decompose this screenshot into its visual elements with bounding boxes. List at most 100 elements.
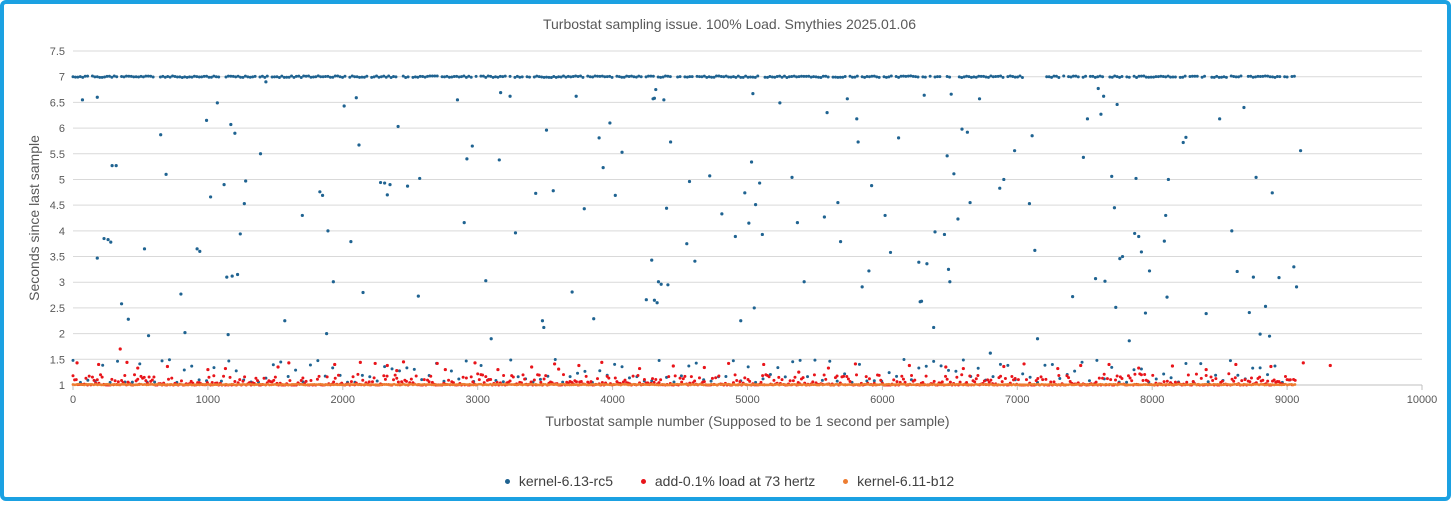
data-point <box>714 376 718 380</box>
data-point <box>1108 75 1112 79</box>
data-point <box>1013 149 1017 153</box>
data-point <box>1127 339 1131 343</box>
y-tick-label: 2.5 <box>50 303 65 315</box>
data-point <box>748 379 752 383</box>
data-point <box>538 377 542 381</box>
data-point <box>597 136 601 140</box>
data-point <box>759 380 763 384</box>
data-point <box>1184 135 1188 139</box>
data-point <box>968 374 972 378</box>
data-point <box>469 75 473 79</box>
data-point <box>297 74 301 78</box>
data-point <box>991 75 995 79</box>
data-point <box>1114 305 1118 310</box>
data-point <box>938 75 942 79</box>
data-point <box>400 380 404 384</box>
data-point <box>729 75 733 79</box>
data-point <box>780 378 784 382</box>
data-point <box>1228 359 1232 363</box>
data-point <box>923 75 927 79</box>
data-point <box>650 258 654 262</box>
legend-item-series-2[interactable]: add-0.1% load at 73 hertz <box>640 473 815 489</box>
data-point <box>260 74 264 78</box>
data-point <box>93 75 97 79</box>
data-point <box>1169 75 1173 79</box>
data-point <box>1214 377 1218 381</box>
data-point <box>708 174 712 178</box>
data-point <box>977 97 982 101</box>
data-point <box>183 75 187 79</box>
data-point <box>549 75 553 79</box>
data-point <box>197 75 201 79</box>
data-point <box>610 75 614 79</box>
legend-item-series-3[interactable]: kernel-6.11-b12 <box>843 473 954 489</box>
data-point <box>694 361 698 365</box>
data-point <box>147 375 151 379</box>
data-point <box>870 184 874 188</box>
data-point <box>848 380 852 384</box>
data-point <box>243 375 247 379</box>
data-point <box>1178 75 1182 79</box>
data-point <box>944 365 948 369</box>
data-point <box>368 375 372 379</box>
data-point <box>384 75 388 79</box>
data-point <box>332 380 336 384</box>
data-point <box>802 74 806 78</box>
data-point <box>1220 75 1224 79</box>
data-point <box>659 282 663 286</box>
data-point <box>783 375 787 379</box>
data-point <box>1125 75 1129 79</box>
data-point <box>785 75 789 79</box>
data-point <box>149 74 153 78</box>
data-point <box>791 360 795 364</box>
data-point <box>395 376 399 380</box>
data-point <box>656 280 661 284</box>
y-tick-label: 7.5 <box>50 46 65 58</box>
data-point <box>447 75 451 79</box>
data-point <box>906 74 910 78</box>
data-point <box>588 75 592 79</box>
data-point <box>1097 376 1101 380</box>
data-point <box>1156 75 1160 79</box>
data-point <box>942 232 947 237</box>
legend-item-series-1[interactable]: kernel-6.13-rc5 <box>504 473 613 489</box>
data-point <box>1298 149 1303 153</box>
data-point <box>687 364 691 368</box>
data-point <box>190 75 194 79</box>
data-point <box>452 75 456 79</box>
x-tick-label: 2000 <box>331 394 355 406</box>
data-point <box>457 75 461 79</box>
data-point <box>756 74 760 78</box>
data-point <box>1067 75 1071 79</box>
data-point <box>780 75 784 79</box>
data-point <box>973 380 977 384</box>
data-point <box>911 74 915 78</box>
data-point <box>932 359 936 363</box>
data-point <box>537 373 541 377</box>
data-point <box>945 75 949 79</box>
data-point <box>896 136 901 140</box>
data-point <box>652 96 657 100</box>
data-point <box>693 259 697 263</box>
data-point <box>540 75 544 79</box>
data-point <box>265 74 269 78</box>
data-point <box>1261 378 1265 382</box>
data-point <box>702 380 706 384</box>
data-point <box>1194 372 1198 376</box>
data-point <box>286 374 290 378</box>
data-point <box>608 74 612 78</box>
data-point <box>944 374 948 378</box>
data-point <box>349 380 353 384</box>
data-point <box>1212 75 1216 79</box>
data-point <box>702 74 706 78</box>
data-point <box>999 374 1003 378</box>
data-point <box>1113 74 1117 78</box>
data-point <box>662 98 666 102</box>
data-point <box>1258 332 1262 336</box>
data-point <box>968 200 972 205</box>
data-point <box>225 275 229 279</box>
data-point <box>401 74 405 78</box>
data-point <box>1114 378 1118 382</box>
data-point <box>440 75 444 79</box>
